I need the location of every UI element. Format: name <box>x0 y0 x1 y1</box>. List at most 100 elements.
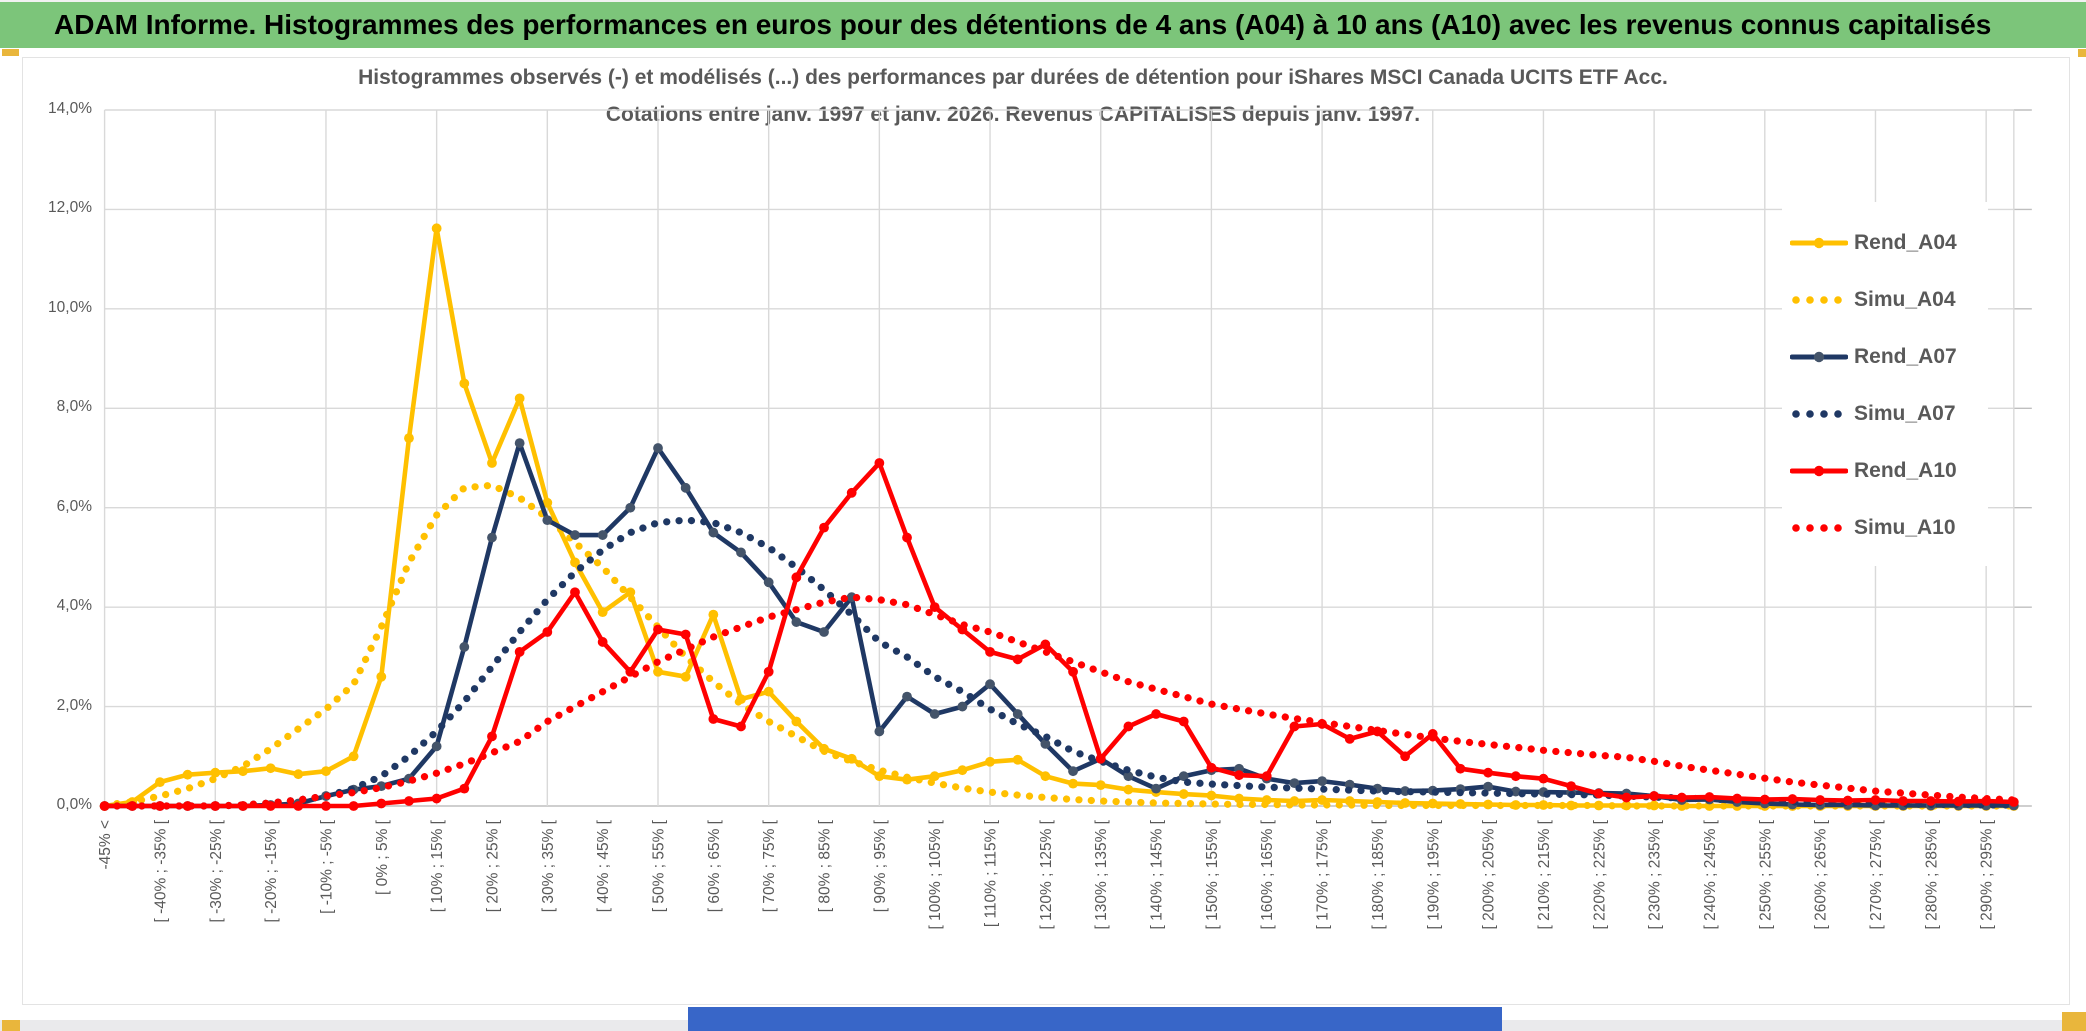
x-axis-tick-label: [ 50% ; 55% [ <box>651 819 668 912</box>
data-point-marker <box>542 627 553 637</box>
legend-dotted-line-icon <box>1792 523 1842 532</box>
data-point-marker <box>293 801 304 811</box>
data-point-marker <box>459 642 470 652</box>
x-axis-tick-label: [ 30% ; 35% [ <box>540 819 557 912</box>
data-point-marker <box>597 530 608 540</box>
data-point-marker <box>653 624 663 635</box>
data-point-marker <box>1289 721 1300 732</box>
x-axis-tick-label: [ -20% ; -15% [ <box>263 819 280 922</box>
x-axis-tick-label: [ 220% ; 225% [ <box>1591 819 1608 929</box>
legend-solid-line-icon <box>1790 465 1848 476</box>
data-point-marker <box>625 587 636 598</box>
data-point-marker <box>431 223 442 234</box>
x-axis-tick-label: [ 210% ; 215% [ <box>1536 819 1553 929</box>
data-point-marker <box>542 497 553 508</box>
legend-dotted-line-icon <box>1792 295 1842 304</box>
data-point-marker <box>1012 754 1023 765</box>
sheet-banner-title: ADAM Informe. Histogrammes des performan… <box>0 2 2086 48</box>
x-axis-tick-label: [ 70% ; 75% [ <box>761 819 778 912</box>
data-point-marker <box>819 627 829 637</box>
data-point-marker <box>514 393 525 404</box>
x-axis-tick-label: [ 260% ; 265% [ <box>1813 819 1830 929</box>
data-point-marker <box>1068 666 1078 677</box>
data-point-marker <box>1206 762 1217 773</box>
legend-item-Simu_A10[interactable]: Simu_A10 <box>1782 499 1988 556</box>
legend-label: Rend_A07 <box>1854 344 1957 368</box>
data-point-marker <box>542 515 553 526</box>
data-point-marker <box>570 530 580 540</box>
data-point-marker <box>680 482 691 493</box>
data-point-marker <box>376 798 387 809</box>
data-point-marker <box>348 801 359 811</box>
data-point-marker <box>1759 794 1770 805</box>
data-point-marker <box>431 741 442 752</box>
horizontal-scrollbar-thumb[interactable] <box>688 1007 1502 1031</box>
data-point-marker <box>1123 721 1134 732</box>
data-point-marker <box>957 765 968 776</box>
sheet-cell-gold-accent <box>2078 49 2086 57</box>
series-Simu_A07 <box>101 516 2018 810</box>
data-point-marker <box>846 487 857 498</box>
data-point-marker <box>1068 778 1078 789</box>
data-point-marker <box>376 671 387 682</box>
legend-item-Rend_A04[interactable]: Rend_A04 <box>1782 214 1988 271</box>
data-point-marker <box>1538 800 1549 810</box>
x-axis-tick-label: [ 10% ; 15% [ <box>429 819 446 912</box>
data-point-marker <box>404 433 414 444</box>
data-point-marker <box>1621 792 1632 803</box>
y-axis-tick-label: 6,0% <box>56 497 92 515</box>
data-point-marker <box>625 502 636 513</box>
series-markers-Rend_A04 <box>99 223 2019 811</box>
data-point-marker <box>1372 726 1383 737</box>
y-axis-tick-label: 8,0% <box>56 398 92 416</box>
data-point-marker <box>1732 793 1743 804</box>
data-point-marker <box>514 646 525 657</box>
data-point-marker <box>1234 793 1244 804</box>
data-point-marker <box>653 443 663 453</box>
data-point-marker <box>763 666 774 677</box>
legend-label: Simu_A07 <box>1854 401 1956 425</box>
x-axis-tick-label: [ 120% ; 125% [ <box>1038 819 1055 929</box>
data-point-marker <box>1040 771 1051 782</box>
data-point-marker <box>1593 788 1604 799</box>
data-point-marker <box>1234 770 1244 781</box>
legend-item-Simu_A07[interactable]: Simu_A07 <box>1782 385 1988 442</box>
banner-gap-row <box>0 48 2086 57</box>
data-point-marker <box>902 532 912 543</box>
data-point-marker <box>763 577 774 588</box>
data-point-marker <box>680 629 691 640</box>
data-point-marker <box>321 766 331 777</box>
data-point-marker <box>1538 773 1549 784</box>
data-point-marker <box>1898 796 1909 806</box>
data-point-marker <box>985 756 995 767</box>
data-point-marker <box>1151 709 1161 719</box>
series-Simu_A04 <box>101 481 2018 810</box>
data-point-marker <box>210 767 221 778</box>
data-point-marker <box>957 701 968 712</box>
data-point-marker <box>736 721 746 732</box>
data-point-marker <box>1123 771 1134 782</box>
x-axis-tick-label: [ -30% ; -25% [ <box>208 819 225 922</box>
data-point-marker <box>902 691 912 702</box>
data-point-marker <box>1151 783 1161 794</box>
y-axis-tick-label: 14,0% <box>48 100 92 117</box>
x-axis-tick-label: [ 200% ; 205% [ <box>1481 819 1498 929</box>
y-axis-tick-label: 4,0% <box>56 597 92 615</box>
sheet-cell-gold-accent <box>2 49 19 56</box>
legend-item-Simu_A04[interactable]: Simu_A04 <box>1782 271 1988 328</box>
data-point-marker <box>182 769 193 780</box>
y-axis-tick-label: 12,0% <box>48 199 92 217</box>
legend-dotted-line-icon <box>1792 409 1842 418</box>
data-point-marker <box>874 726 885 737</box>
x-axis-tick-label: -45% < <box>97 820 114 870</box>
legend-item-Rend_A10[interactable]: Rend_A10 <box>1782 442 1988 499</box>
legend-item-Rend_A07[interactable]: Rend_A07 <box>1782 328 1988 385</box>
data-point-marker <box>1870 795 1881 805</box>
x-axis-tick-label: [ 90% ; 95% [ <box>872 819 889 912</box>
data-point-marker <box>238 766 248 777</box>
data-point-marker <box>708 714 719 724</box>
sheet-cell-gold-accent <box>2062 1012 2086 1031</box>
x-axis-tick-label: [ 140% ; 145% [ <box>1149 819 1166 929</box>
data-point-marker <box>680 671 691 682</box>
x-axis-tick-label: [ 110% ; 115% [ <box>983 819 1000 927</box>
